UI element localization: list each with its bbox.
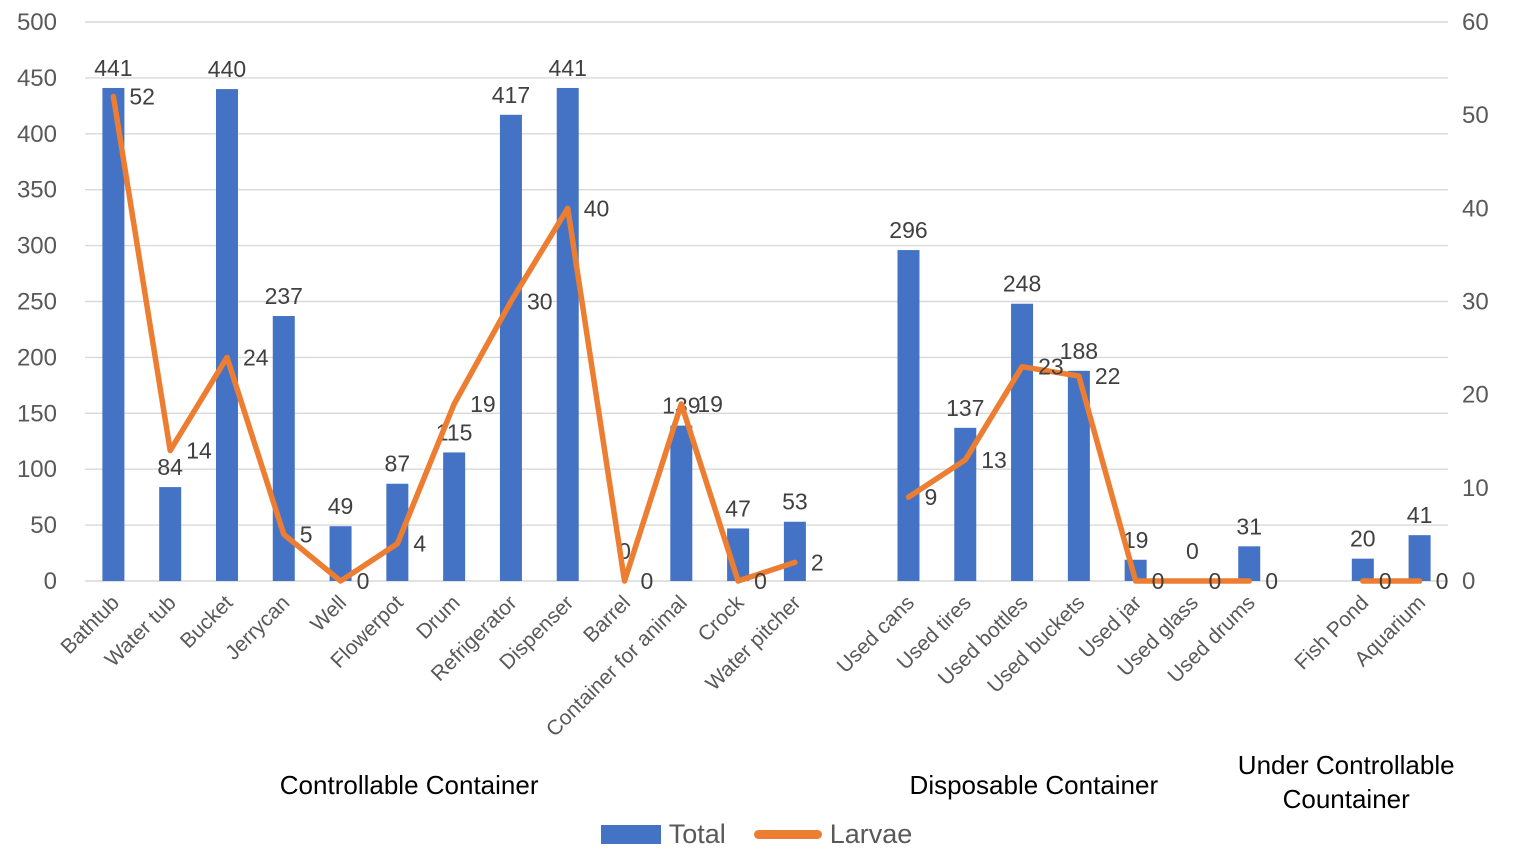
legend-item-total: Total — [600, 819, 726, 850]
total-bar — [670, 425, 693, 581]
left-axis-tick: 200 — [17, 344, 57, 371]
total-bar — [1067, 370, 1090, 581]
larvae-value-label: 2 — [811, 549, 824, 575]
left-axis-tick: 150 — [17, 400, 57, 427]
total-value-label: 441 — [549, 55, 587, 81]
larvae-line — [905, 363, 1252, 584]
total-value-label: 41 — [1407, 502, 1433, 528]
total-value-label: 417 — [492, 82, 530, 108]
total-bar — [499, 114, 522, 581]
total-bar — [1351, 558, 1374, 581]
right-axis-tick: 20 — [1462, 382, 1489, 409]
larvae-value-label: 23 — [1038, 354, 1064, 380]
total-series-swatch-icon — [600, 825, 661, 844]
larvae-series-swatch-icon — [753, 830, 822, 839]
total-bar — [1408, 535, 1431, 581]
total-bar — [556, 87, 579, 581]
left-axis-tick: 350 — [17, 177, 57, 204]
legend-label-larvae: Larvae — [829, 819, 913, 849]
total-value-label: 20 — [1350, 526, 1376, 552]
total-value-label: 31 — [1236, 513, 1262, 539]
total-value-label: 440 — [208, 56, 246, 82]
category-label: Drum — [412, 591, 465, 644]
total-bar — [1238, 546, 1261, 581]
legend-item-larvae: Larvae — [753, 819, 913, 850]
total-bar — [783, 521, 806, 581]
larvae-value-label: 19 — [470, 391, 496, 417]
category-label: Crock — [694, 591, 749, 646]
total-value-label: 53 — [782, 489, 808, 515]
left-axis-tick: 250 — [17, 289, 57, 316]
right-axis-tick: 60 — [1462, 9, 1489, 36]
total-value-label: 49 — [328, 493, 354, 519]
total-value-label: 248 — [1003, 271, 1041, 297]
left-axis-tick: 100 — [17, 456, 57, 483]
larvae-value-label: 9 — [924, 484, 937, 510]
larvae-value-label: 0 — [1436, 568, 1449, 594]
category-label: Barrel — [579, 591, 635, 647]
right-axis-tick: 40 — [1462, 195, 1489, 222]
group-label: Countainer — [1283, 784, 1411, 814]
larvae-value-label: 22 — [1095, 363, 1121, 389]
left-axis-tick: 500 — [17, 9, 57, 36]
total-value-label: 137 — [946, 395, 984, 421]
total-bar — [443, 452, 466, 581]
total-value-label: 84 — [157, 454, 183, 480]
larvae-value-label: 0 — [754, 568, 767, 594]
total-value-label: 441 — [94, 55, 132, 81]
larvae-line — [110, 93, 798, 584]
total-value-label: 0 — [1186, 538, 1199, 564]
larvae-value-label: 4 — [413, 531, 426, 557]
total-bar — [329, 526, 352, 581]
total-bar — [159, 487, 182, 581]
larvae-value-label: 0 — [1208, 568, 1221, 594]
category-label: Well — [306, 591, 351, 636]
total-bar — [1011, 303, 1034, 581]
total-value-label: 87 — [385, 451, 411, 477]
legend-label-total: Total — [668, 819, 726, 849]
larvae-value-label: 40 — [584, 195, 610, 221]
larvae-value-label: 24 — [243, 344, 269, 370]
larvae-value-label: 0 — [1265, 568, 1278, 594]
total-value-label: 47 — [725, 495, 751, 521]
group-label: Under Controllable — [1238, 750, 1455, 780]
left-axis-tick: 50 — [30, 512, 57, 539]
larvae-value-label: 19 — [697, 391, 723, 417]
total-value-label: 237 — [265, 283, 303, 309]
larvae-value-label: 0 — [641, 568, 654, 594]
total-value-label: 296 — [889, 217, 927, 243]
larvae-value-label: 0 — [1152, 568, 1165, 594]
total-bar — [897, 250, 920, 581]
left-axis-tick: 0 — [44, 568, 57, 595]
larvae-value-label: 52 — [129, 84, 155, 110]
larvae-value-label: 0 — [1379, 568, 1392, 594]
total-value-label: 188 — [1060, 338, 1098, 364]
total-bar — [215, 89, 238, 581]
larvae-value-label: 13 — [981, 447, 1007, 473]
larvae-value-label: 0 — [357, 568, 370, 594]
total-bar — [102, 87, 125, 581]
right-axis-tick: 0 — [1462, 568, 1475, 595]
group-label: Controllable Container — [280, 770, 539, 800]
right-axis-tick: 50 — [1462, 102, 1489, 129]
larvae-value-label: 5 — [300, 521, 313, 547]
larvae-value-label: 14 — [186, 438, 212, 464]
left-axis-tick: 300 — [17, 233, 57, 260]
larvae-value-label: 30 — [527, 289, 553, 315]
right-axis-tick: 30 — [1462, 289, 1489, 316]
group-label: Disposable Container — [910, 770, 1159, 800]
left-axis-tick: 450 — [17, 65, 57, 92]
left-axis-tick: 400 — [17, 121, 57, 148]
chart-legend: Total Larvae — [0, 819, 1513, 850]
right-axis-tick: 10 — [1462, 475, 1489, 502]
total-bar — [386, 483, 409, 581]
